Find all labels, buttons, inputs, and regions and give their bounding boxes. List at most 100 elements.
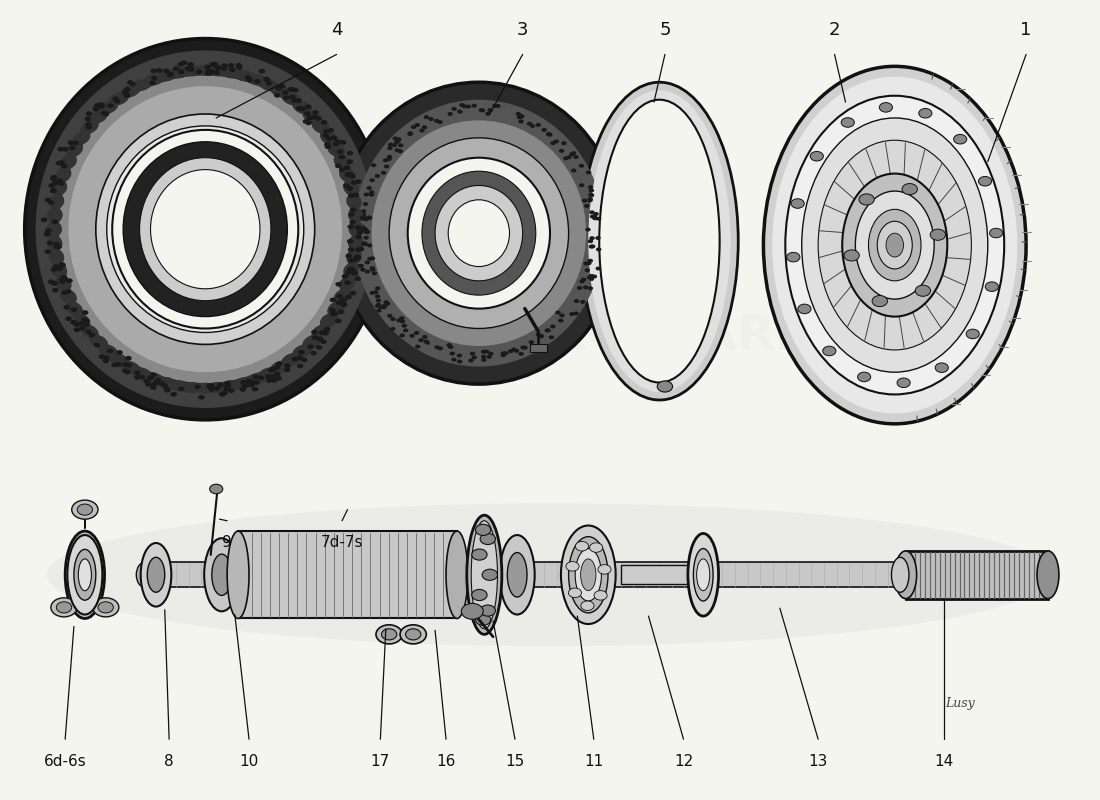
Text: 10: 10 — [240, 754, 258, 769]
Circle shape — [240, 387, 246, 392]
Circle shape — [514, 349, 519, 353]
Ellipse shape — [891, 558, 909, 592]
Circle shape — [898, 378, 910, 387]
Circle shape — [593, 212, 598, 216]
Circle shape — [55, 244, 62, 249]
Circle shape — [425, 341, 430, 345]
Circle shape — [84, 318, 90, 323]
Circle shape — [187, 66, 194, 70]
Circle shape — [56, 266, 63, 271]
Ellipse shape — [141, 543, 172, 606]
Circle shape — [954, 134, 967, 144]
Circle shape — [382, 304, 387, 308]
Circle shape — [331, 311, 338, 316]
Circle shape — [147, 375, 154, 380]
Circle shape — [376, 309, 382, 313]
Circle shape — [406, 629, 421, 640]
Ellipse shape — [96, 114, 315, 344]
Circle shape — [872, 295, 888, 306]
Circle shape — [65, 316, 72, 321]
Ellipse shape — [52, 180, 67, 196]
Circle shape — [410, 125, 416, 129]
Ellipse shape — [46, 222, 62, 237]
Circle shape — [320, 339, 327, 344]
Circle shape — [134, 370, 141, 375]
Circle shape — [41, 218, 47, 222]
Circle shape — [52, 219, 58, 224]
Ellipse shape — [499, 535, 535, 614]
Circle shape — [518, 352, 524, 356]
Ellipse shape — [66, 142, 84, 157]
Circle shape — [434, 346, 440, 350]
Circle shape — [587, 258, 593, 262]
Circle shape — [113, 99, 120, 103]
Circle shape — [553, 139, 559, 143]
Circle shape — [586, 262, 592, 266]
Circle shape — [368, 190, 374, 194]
Circle shape — [475, 614, 491, 626]
Text: 11: 11 — [584, 754, 604, 769]
Ellipse shape — [107, 126, 304, 333]
Circle shape — [59, 263, 66, 268]
Circle shape — [94, 342, 100, 347]
Ellipse shape — [60, 154, 77, 170]
Circle shape — [414, 331, 419, 335]
Circle shape — [53, 242, 59, 246]
Circle shape — [56, 602, 72, 613]
Ellipse shape — [155, 70, 177, 82]
Circle shape — [155, 378, 162, 382]
Circle shape — [529, 340, 535, 344]
Circle shape — [336, 282, 342, 286]
Circle shape — [122, 90, 129, 95]
Circle shape — [101, 111, 108, 116]
Circle shape — [52, 288, 58, 293]
Circle shape — [62, 277, 68, 282]
Ellipse shape — [73, 313, 90, 328]
Circle shape — [292, 357, 298, 362]
Circle shape — [150, 382, 156, 387]
Ellipse shape — [47, 207, 63, 223]
Circle shape — [334, 139, 341, 144]
Circle shape — [573, 155, 579, 159]
Circle shape — [265, 374, 272, 379]
Ellipse shape — [372, 120, 586, 346]
Circle shape — [584, 268, 590, 272]
Circle shape — [559, 149, 564, 153]
Circle shape — [284, 363, 290, 368]
Circle shape — [394, 140, 399, 144]
Circle shape — [536, 333, 541, 337]
Ellipse shape — [78, 559, 91, 590]
Circle shape — [791, 198, 804, 208]
Ellipse shape — [348, 235, 363, 251]
Circle shape — [249, 382, 255, 387]
Circle shape — [150, 385, 156, 390]
Ellipse shape — [600, 100, 719, 382]
Circle shape — [328, 128, 334, 133]
Circle shape — [480, 109, 485, 112]
Circle shape — [209, 62, 216, 66]
Circle shape — [307, 115, 314, 120]
Circle shape — [319, 330, 326, 335]
Circle shape — [78, 321, 85, 326]
Ellipse shape — [408, 158, 550, 309]
Circle shape — [224, 382, 231, 387]
Ellipse shape — [328, 142, 344, 157]
Circle shape — [51, 267, 57, 272]
Ellipse shape — [60, 289, 77, 304]
Circle shape — [271, 378, 277, 382]
Circle shape — [402, 324, 407, 328]
Circle shape — [207, 71, 213, 76]
Ellipse shape — [48, 194, 64, 210]
Circle shape — [798, 304, 811, 314]
Circle shape — [211, 62, 218, 66]
Ellipse shape — [155, 377, 177, 389]
Ellipse shape — [89, 110, 108, 124]
Circle shape — [92, 598, 119, 617]
Circle shape — [396, 138, 402, 142]
Circle shape — [574, 299, 580, 303]
Circle shape — [47, 279, 54, 284]
Circle shape — [508, 350, 514, 354]
Circle shape — [180, 60, 187, 65]
Ellipse shape — [339, 276, 355, 291]
Circle shape — [339, 154, 345, 159]
